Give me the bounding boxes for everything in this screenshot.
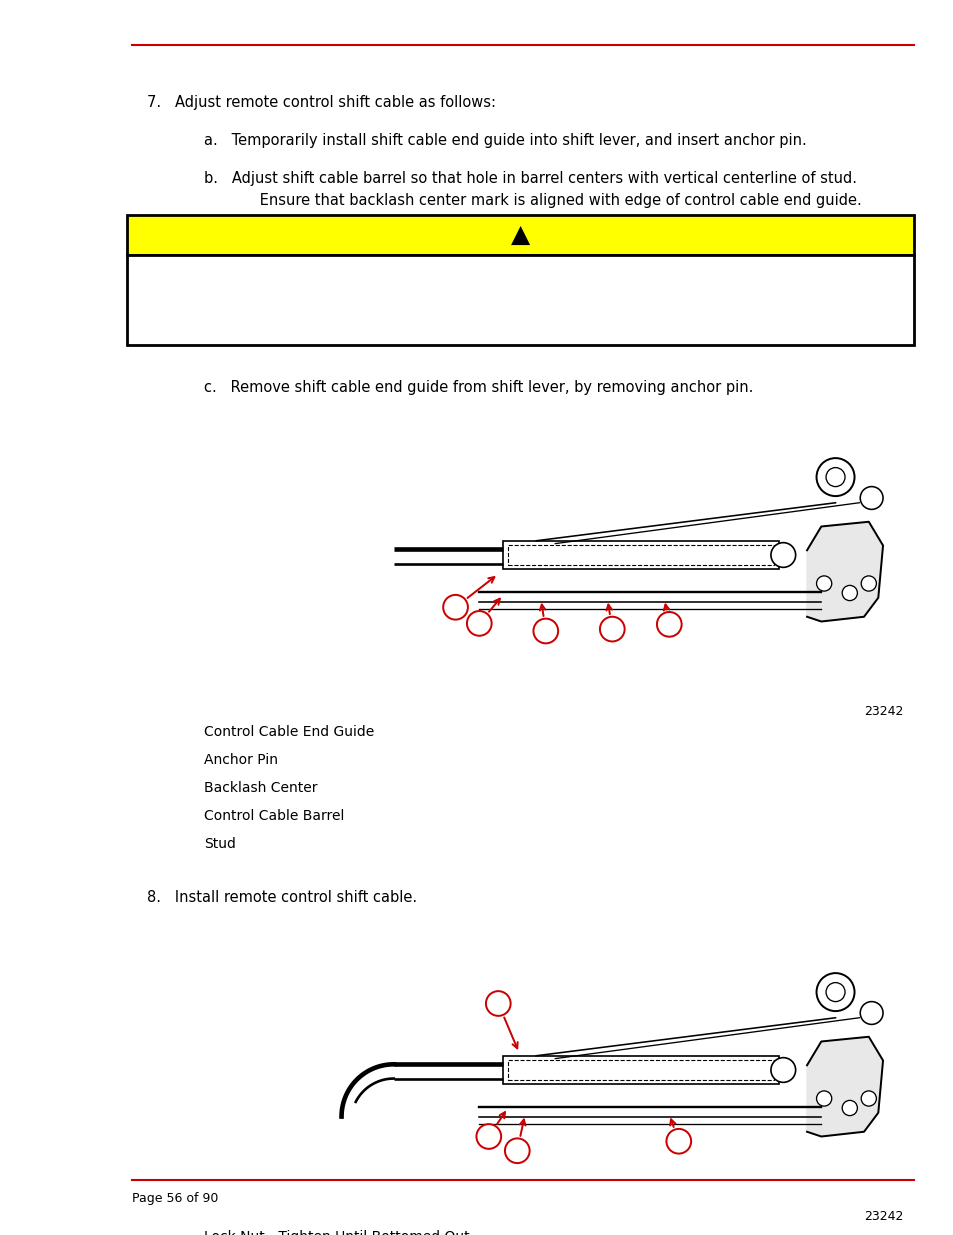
- Text: b.   Adjust shift cable barrel so that hole in barrel centers with vertical cent: b. Adjust shift cable barrel so that hol…: [203, 170, 856, 186]
- Text: a.   Temporarily install shift cable end guide into shift lever, and insert anch: a. Temporarily install shift cable end g…: [203, 133, 805, 148]
- Circle shape: [666, 1129, 690, 1153]
- Circle shape: [860, 1002, 882, 1024]
- Circle shape: [816, 576, 831, 592]
- Circle shape: [825, 983, 844, 1002]
- Circle shape: [825, 468, 844, 487]
- Text: Ensure that backlash center mark is aligned with edge of control cable end guide: Ensure that backlash center mark is alig…: [232, 193, 861, 207]
- Bar: [127, 215, 913, 254]
- Circle shape: [770, 542, 795, 567]
- Text: 23242: 23242: [863, 705, 903, 718]
- Text: Control Cable Barrel: Control Cable Barrel: [203, 809, 344, 823]
- Text: ▲: ▲: [510, 224, 529, 247]
- Text: Lock Nut - Tighten Until Bottomed Out: Lock Nut - Tighten Until Bottomed Out: [203, 1230, 469, 1235]
- Text: 8.   Install remote control shift cable.: 8. Install remote control shift cable.: [147, 890, 416, 905]
- Circle shape: [861, 576, 876, 592]
- Circle shape: [443, 595, 467, 620]
- Polygon shape: [806, 521, 882, 621]
- Bar: [127, 254, 913, 345]
- Bar: [507, 1060, 773, 1081]
- Circle shape: [533, 619, 558, 643]
- Circle shape: [841, 1100, 857, 1115]
- Text: Anchor Pin: Anchor Pin: [203, 753, 277, 767]
- Text: 7.   Adjust remote control shift cable as follows:: 7. Adjust remote control shift cable as …: [147, 95, 496, 110]
- Circle shape: [657, 613, 681, 637]
- Bar: [502, 541, 778, 569]
- Text: !: !: [517, 228, 522, 242]
- Text: Backlash Center: Backlash Center: [203, 781, 316, 795]
- Text: c.   Remove shift cable end guide from shift lever, by removing anchor pin.: c. Remove shift cable end guide from shi…: [203, 380, 752, 395]
- Circle shape: [860, 487, 882, 509]
- Circle shape: [599, 616, 624, 641]
- Circle shape: [816, 458, 854, 496]
- Text: Control Cable End Guide: Control Cable End Guide: [203, 725, 374, 739]
- Text: 23242: 23242: [863, 1210, 903, 1223]
- Circle shape: [816, 973, 854, 1011]
- Circle shape: [770, 1057, 795, 1082]
- Bar: [507, 545, 773, 566]
- Circle shape: [466, 611, 491, 636]
- Text: Stud: Stud: [203, 837, 235, 851]
- Circle shape: [861, 1091, 876, 1107]
- Circle shape: [476, 1124, 500, 1149]
- Circle shape: [841, 585, 857, 600]
- Text: Page 56 of 90: Page 56 of 90: [132, 1192, 218, 1205]
- Circle shape: [485, 992, 510, 1016]
- Bar: [502, 1056, 778, 1084]
- Circle shape: [816, 1091, 831, 1107]
- Polygon shape: [806, 1036, 882, 1136]
- Circle shape: [504, 1139, 529, 1163]
